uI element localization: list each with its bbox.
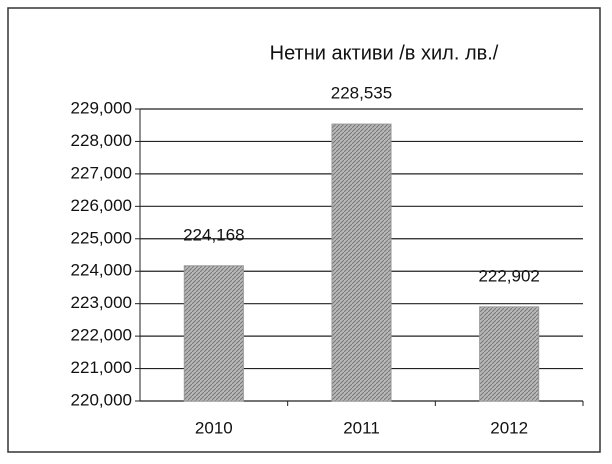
chart-title: Нетни активи /в хил. лв./ <box>270 42 499 64</box>
y-tick-label: 224,000 <box>71 261 132 280</box>
bar <box>479 306 540 402</box>
y-tick-label: 228,000 <box>71 131 132 150</box>
x-tick-label: 2010 <box>195 418 233 437</box>
y-tick-label: 221,000 <box>71 358 132 377</box>
bar <box>331 123 392 402</box>
y-tick-label: 225,000 <box>71 228 132 247</box>
y-tick-label: 229,000 <box>71 98 132 117</box>
x-tick-label: 2012 <box>490 418 528 437</box>
y-tick-label: 227,000 <box>71 163 132 182</box>
value-label: 224,168 <box>183 225 244 244</box>
y-tick-label: 220,000 <box>71 390 132 409</box>
y-tick-label: 226,000 <box>71 196 132 215</box>
x-tick-label: 2011 <box>343 418 380 437</box>
y-tick-label: 222,000 <box>71 326 132 345</box>
bar <box>183 265 244 402</box>
y-tick-label: 223,000 <box>71 293 132 312</box>
value-label: 222,902 <box>478 266 539 285</box>
value-label: 228,535 <box>331 84 392 103</box>
